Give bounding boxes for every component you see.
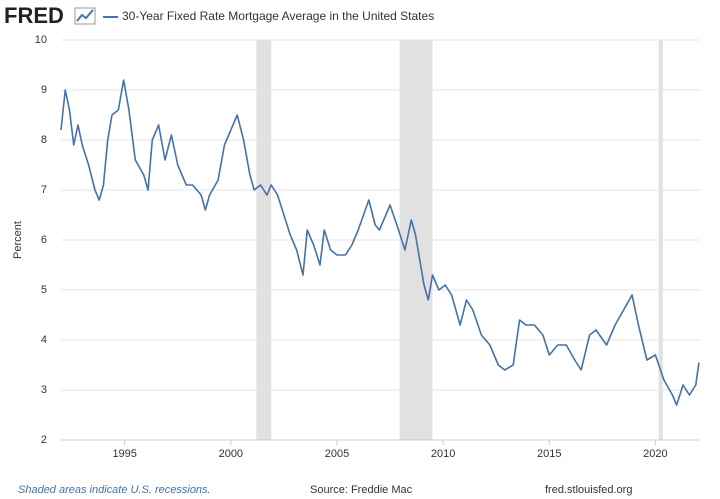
y-tick-label: 2 <box>41 434 47 446</box>
brand-logo: FRED <box>4 3 64 28</box>
y-tick-label: 6 <box>41 234 47 246</box>
y-tick-label: 3 <box>41 384 47 396</box>
y-tick-label: 8 <box>41 134 47 146</box>
y-tick-label: 5 <box>41 284 47 296</box>
y-tick-label: 9 <box>41 84 47 96</box>
footer-url: fred.stlouisfed.org <box>545 484 632 496</box>
x-tick-label: 2010 <box>431 448 455 460</box>
x-tick-label: 2005 <box>325 448 349 460</box>
legend-label: 30-Year Fixed Rate Mortgage Average in t… <box>122 9 434 23</box>
y-tick-label: 4 <box>41 334 47 346</box>
y-tick-label: 7 <box>41 184 47 196</box>
x-tick-label: 2000 <box>219 448 243 460</box>
y-axis-label: Percent <box>12 221 24 259</box>
data-line <box>60 79 700 406</box>
x-tick-label: 2015 <box>537 448 561 460</box>
y-tick-label: 10 <box>35 34 47 46</box>
x-tick-label: 1995 <box>112 448 136 460</box>
footer-note: Shaded areas indicate U.S. recessions. <box>18 484 211 496</box>
x-tick-label: 2020 <box>643 448 667 460</box>
logo-icon <box>74 7 96 25</box>
footer-source: Source: Freddie Mac <box>310 484 413 496</box>
